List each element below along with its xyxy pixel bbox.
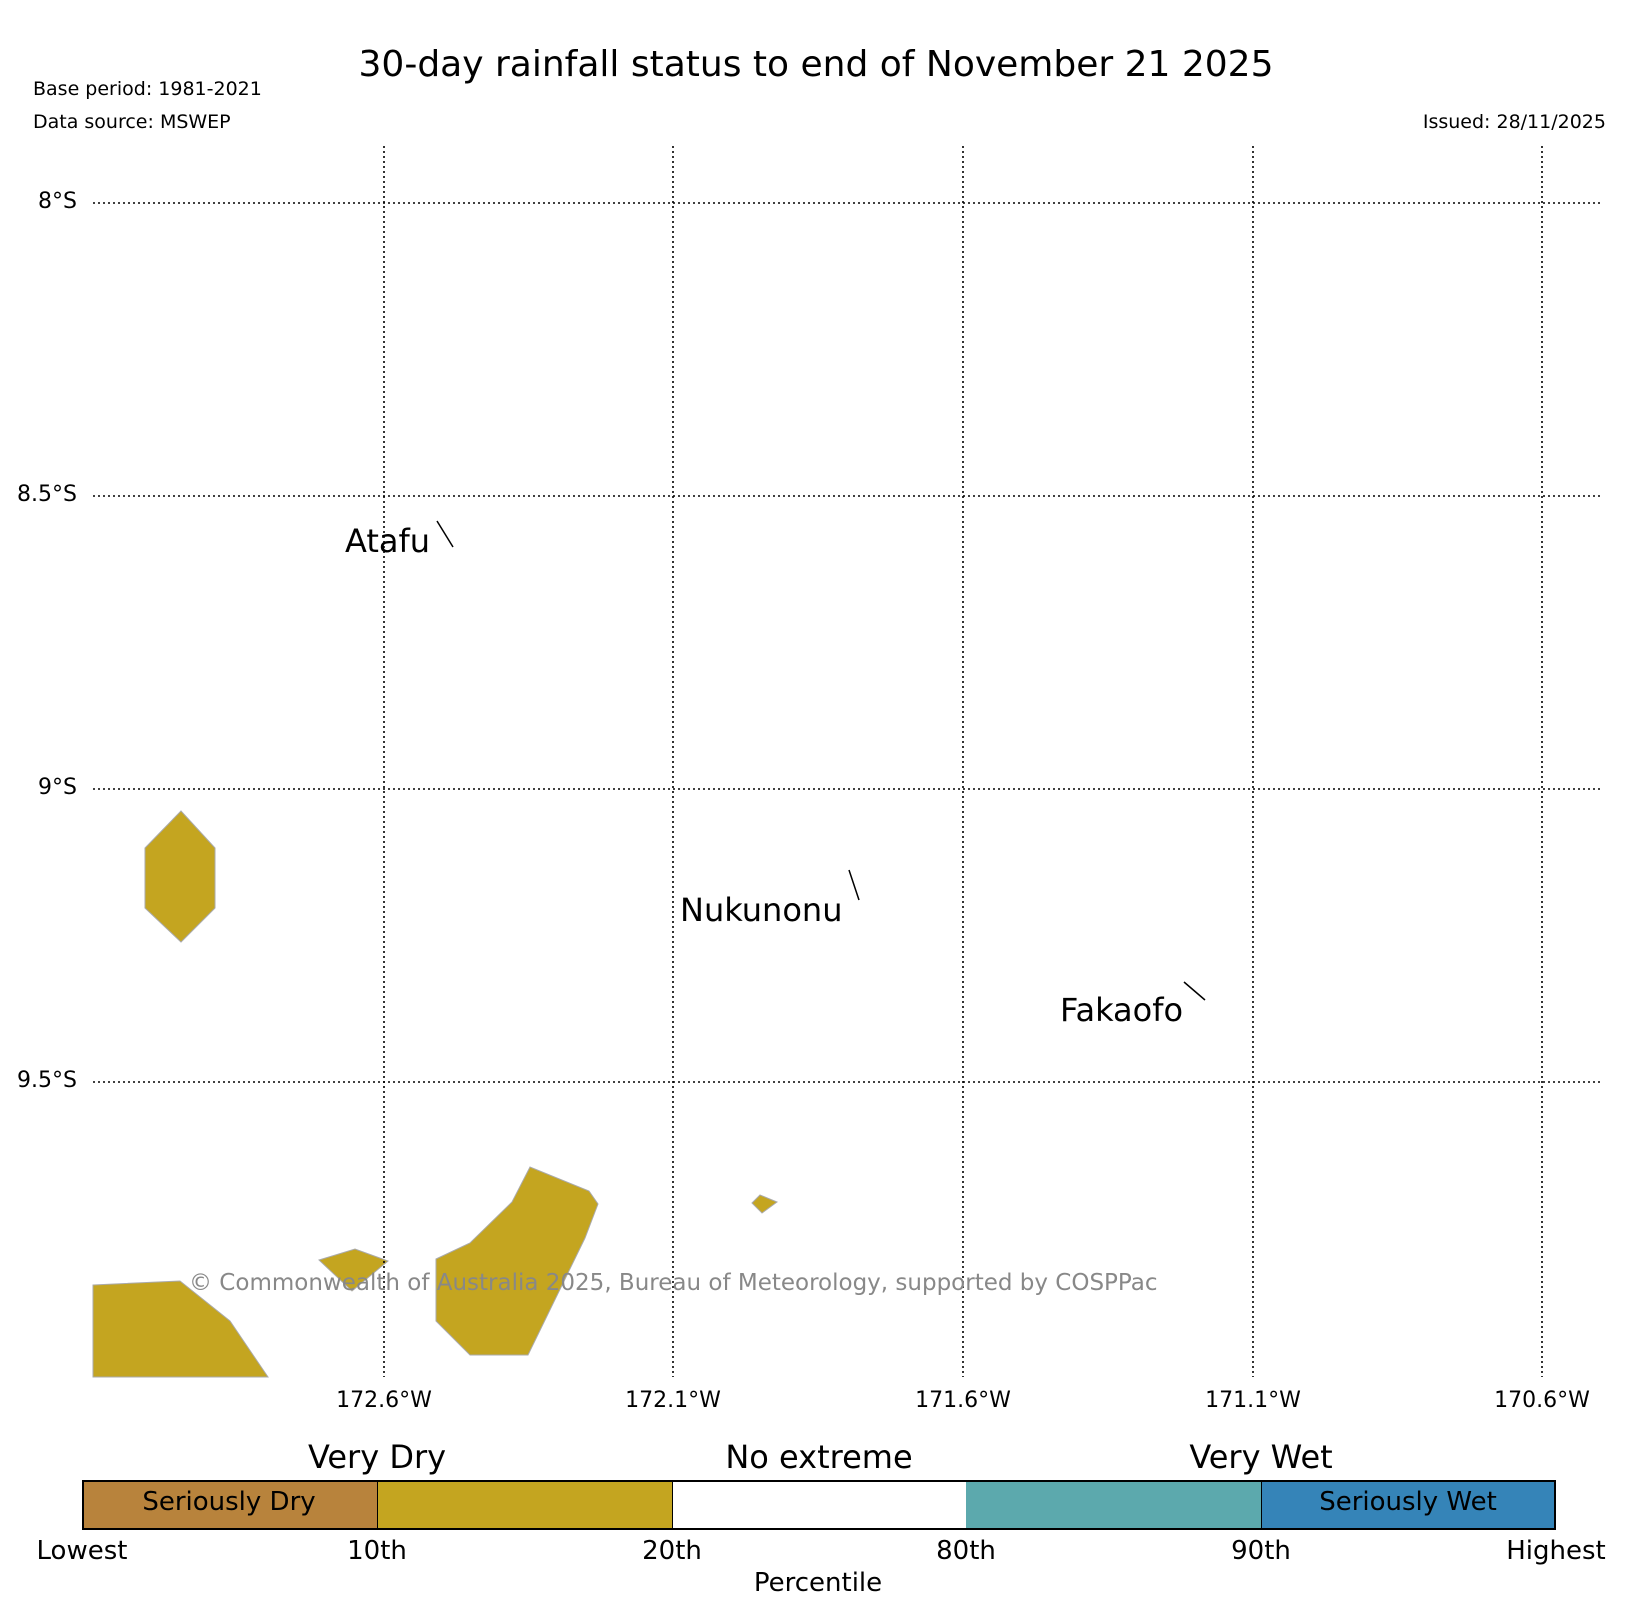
place-pointers (436, 520, 1206, 1001)
lon-label-171-6w: 171.6°W (915, 1388, 1011, 1413)
legend-heading-no-extreme: No extreme (725, 1438, 913, 1476)
legend-swatch-seriously-dry (82, 1480, 377, 1528)
dry-area-south-central (435, 1166, 599, 1356)
legend-tick-highest: Highest (1506, 1536, 1606, 1566)
data-source: Data source: MSWEP (33, 111, 231, 133)
dry-area-west (144, 810, 216, 943)
legend-tick-10th: 10th (347, 1536, 407, 1566)
legend-swatch-seriously-wet (1261, 1480, 1556, 1528)
legend-label-seriously-dry: Seriously Dry (142, 1487, 316, 1517)
longitude-gridlines (383, 146, 1543, 1377)
legend-swatch-very-wet (966, 1480, 1261, 1528)
lon-label-170-6w: 170.6°W (1494, 1388, 1590, 1413)
dry-area-small (318, 1248, 389, 1292)
place-fakaofo: Fakaofo (1060, 991, 1184, 1029)
lat-label-8s: 8°S (38, 189, 77, 214)
place-atafu: Atafu (345, 522, 431, 560)
lat-label-8-5s: 8.5°S (17, 482, 77, 507)
legend-tick-80th: 80th (936, 1536, 996, 1566)
legend-label-seriously-wet: Seriously Wet (1319, 1487, 1497, 1517)
legend-tick-20th: 20th (642, 1536, 702, 1566)
legend-heading-very-wet: Very Wet (1189, 1438, 1333, 1476)
lat-label-9s: 9°S (38, 775, 77, 800)
legend-heading-very-dry: Very Dry (307, 1438, 447, 1476)
dry-areas (92, 810, 779, 1378)
fakaofo-pointer (1183, 981, 1206, 1001)
legend-frame (82, 1480, 1556, 1530)
dry-area-southwest (92, 1280, 269, 1378)
issued-date: Issued: 28/11/2025 (1422, 111, 1606, 133)
lat-label-9-5s: 9.5°S (17, 1068, 77, 1093)
lon-label-172-6w: 172.6°W (336, 1388, 432, 1413)
copyright-notice: © Commonwealth of Australia 2025, Bureau… (189, 1270, 1158, 1296)
legend-swatch-no-extreme (672, 1480, 966, 1528)
dry-area-speck (751, 1194, 779, 1214)
nukunonu-pointer (848, 869, 860, 901)
base-period: Base period: 1981-2021 (33, 78, 262, 100)
atafu-pointer (436, 520, 454, 548)
legend-tick-lowest: Lowest (36, 1536, 128, 1566)
place-nukunonu: Nukunonu (680, 891, 843, 929)
lon-label-172-1w: 172.1°W (625, 1388, 721, 1413)
legend-tick-90th: 90th (1231, 1536, 1291, 1566)
lon-label-171-1w: 171.1°W (1205, 1388, 1301, 1413)
legend-axis-title: Percentile (753, 1568, 883, 1598)
map-title: 30-day rainfall status to end of Novembe… (358, 44, 1274, 85)
latitude-gridlines (93, 202, 1600, 1083)
legend-swatch-very-dry (377, 1480, 672, 1528)
